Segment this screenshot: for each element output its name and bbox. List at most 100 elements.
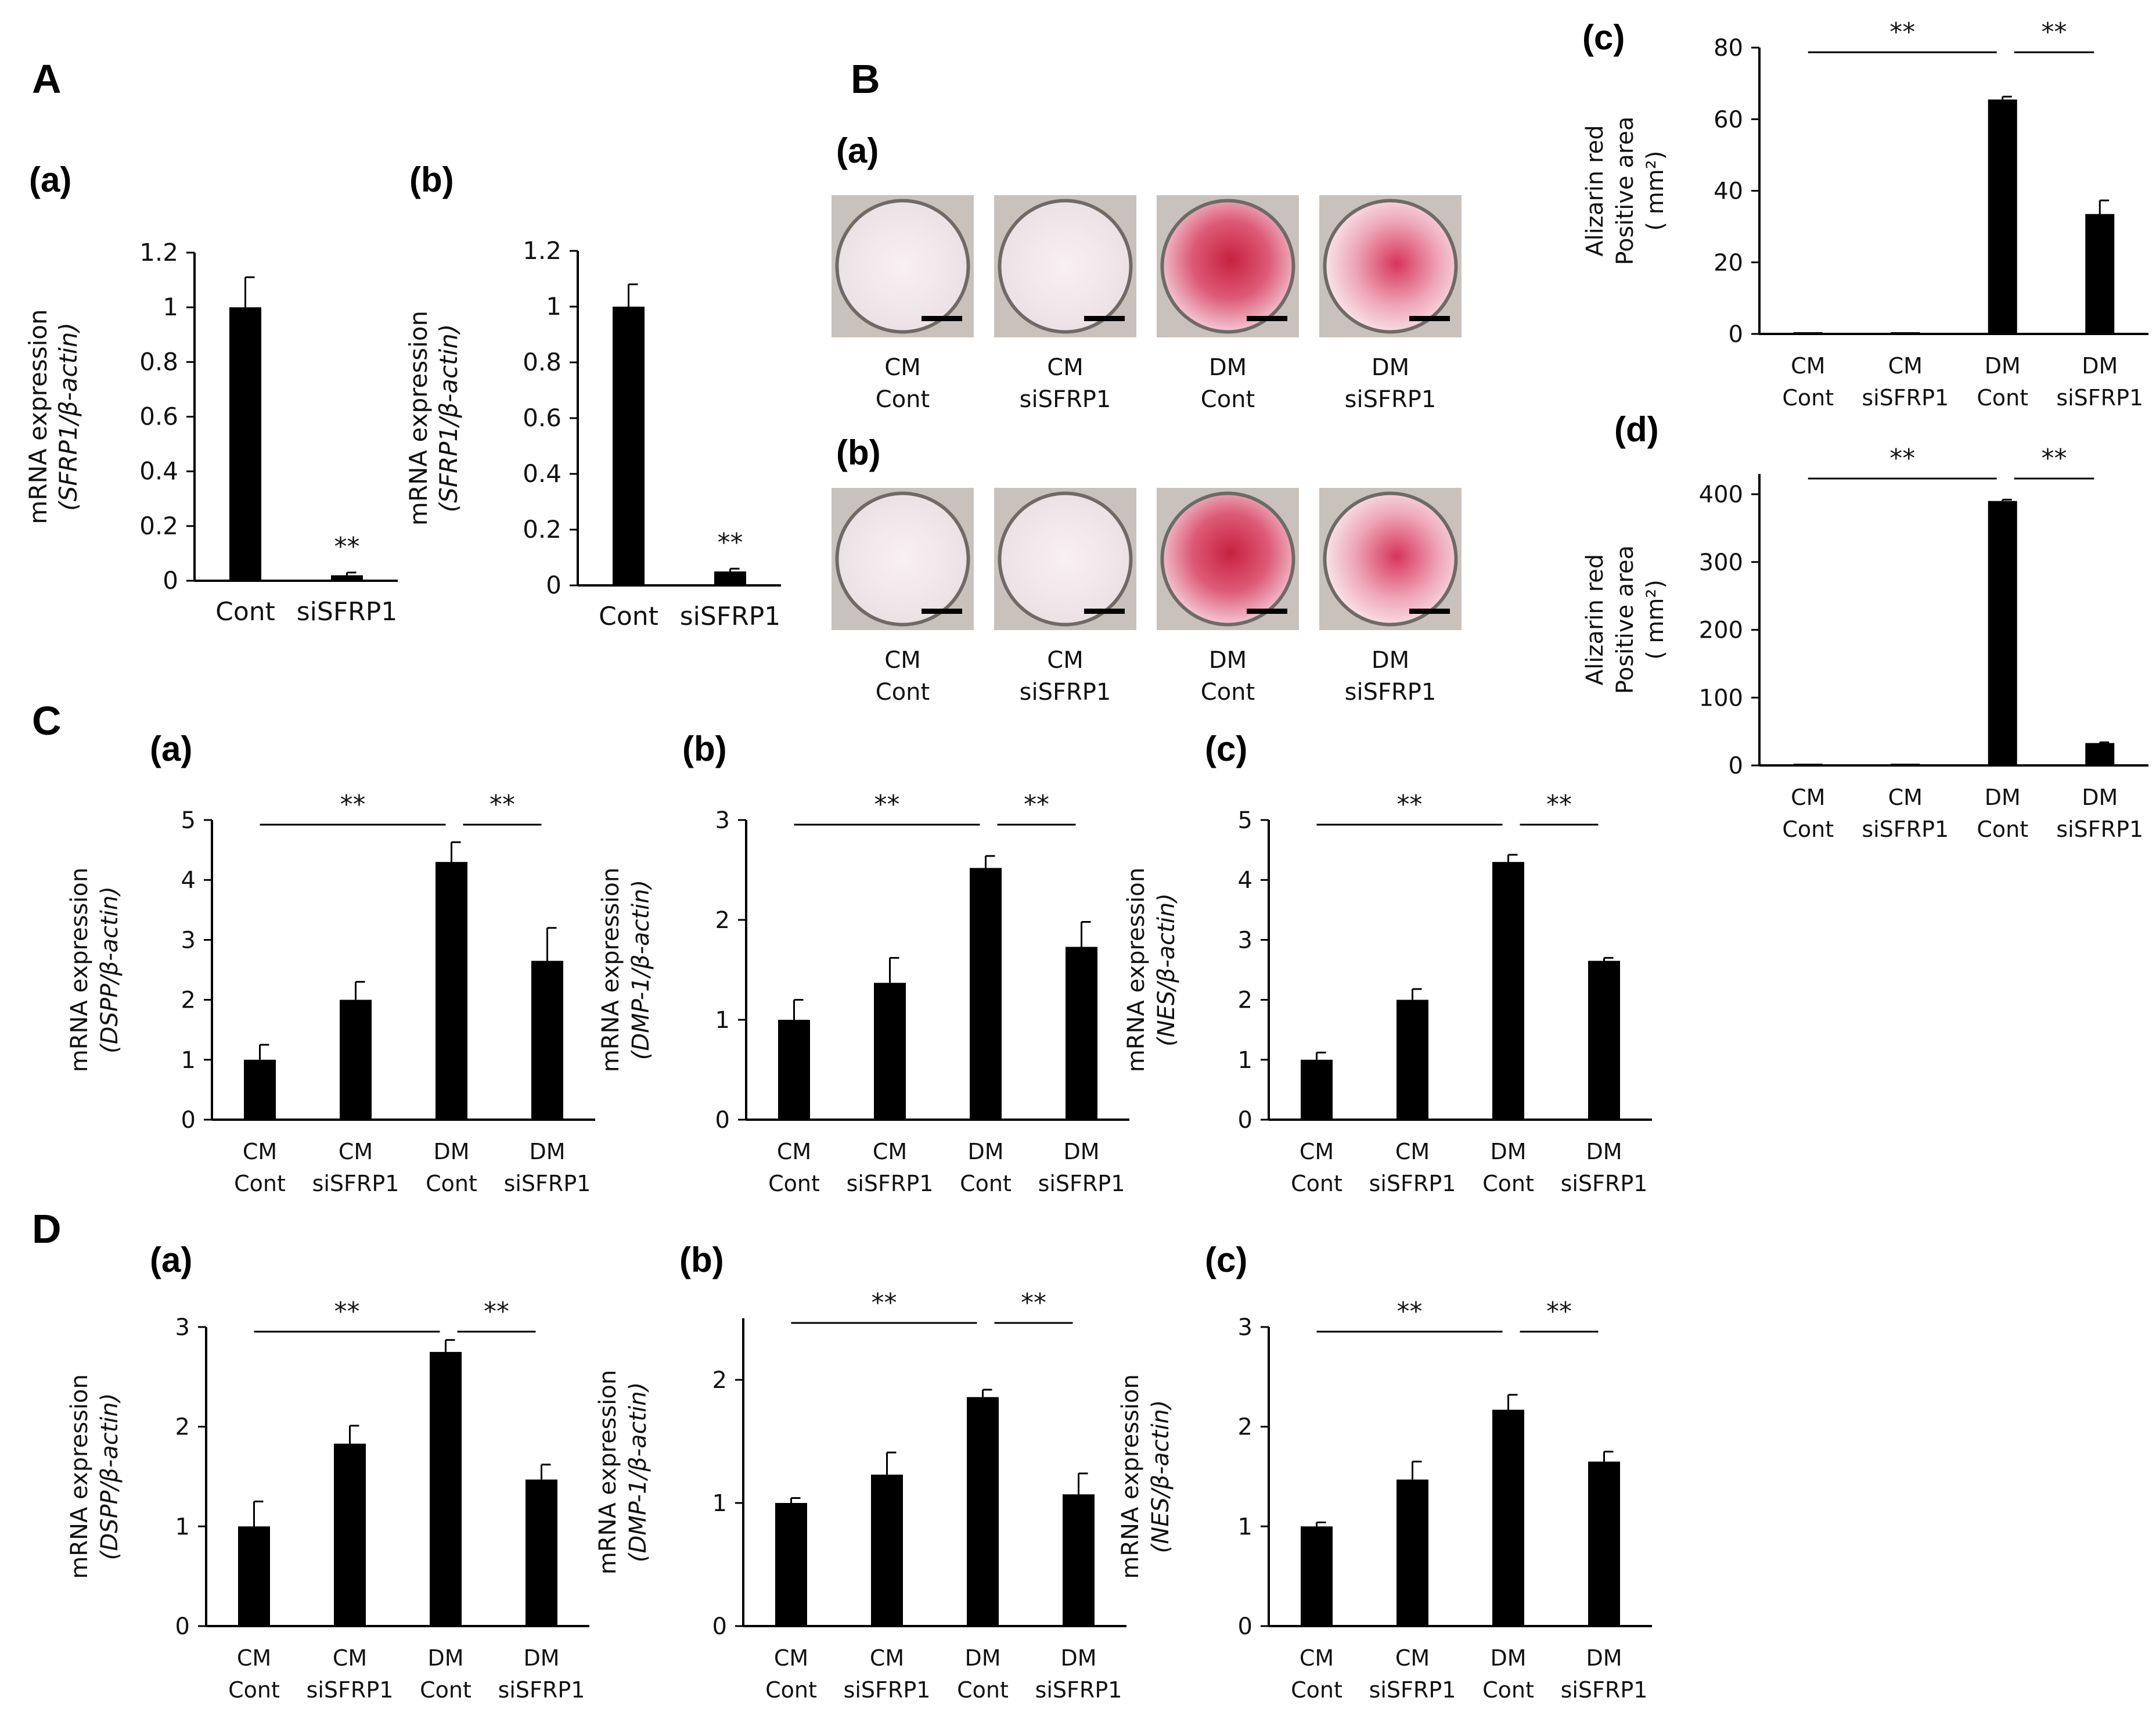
category-label: Cont bbox=[1977, 817, 2028, 842]
bracket-label: ** bbox=[2042, 17, 2067, 47]
bracket-label: ** bbox=[489, 790, 515, 819]
y-axis-label: (DMP-1/β-actin) bbox=[625, 1382, 652, 1562]
bar bbox=[1492, 1409, 1524, 1626]
chart-C_a: 0 1 2 3 4 5 CM Cont CM siSFRP1 DM Cont DM siSFRP1 ** **… bbox=[66, 790, 595, 1196]
category-label: CM bbox=[243, 1139, 277, 1164]
panel-letter-C: C bbox=[32, 698, 62, 743]
category-label: CM bbox=[1300, 1139, 1334, 1164]
y-tick-label: 0 bbox=[1729, 753, 1743, 779]
sub-letter-D_a: (a) bbox=[150, 1240, 192, 1279]
bar bbox=[340, 999, 372, 1120]
well-label-line1: DM bbox=[1372, 354, 1409, 381]
y-axis-label: (DSPP/β-actin) bbox=[96, 886, 123, 1053]
category-label: siSFRP1 bbox=[1035, 1677, 1122, 1703]
y-tick-label: 5 bbox=[181, 807, 196, 834]
category-label: Cont bbox=[768, 1171, 820, 1196]
bar bbox=[970, 868, 1002, 1120]
bar bbox=[778, 1020, 810, 1120]
sub-letter-A_b: (b) bbox=[409, 160, 454, 199]
bracket-label: ** bbox=[334, 1297, 360, 1326]
panel-letter-B: B bbox=[851, 56, 880, 102]
category-label: siSFRP1 bbox=[844, 1677, 931, 1703]
bar bbox=[1988, 501, 2017, 765]
y-tick-label: 0 bbox=[175, 1613, 190, 1640]
well-stain bbox=[1001, 202, 1129, 330]
bracket-label: ** bbox=[1889, 17, 1915, 47]
category-label: Cont bbox=[1482, 1171, 1534, 1196]
sub-letter-A_a: (a) bbox=[29, 160, 71, 199]
bar bbox=[525, 1479, 557, 1626]
bar bbox=[1396, 999, 1428, 1120]
y-axis-label: (SFRP1/β-actin) bbox=[54, 322, 82, 511]
bracket-label: ** bbox=[874, 790, 900, 819]
y-tick-label: 1 bbox=[715, 1007, 730, 1034]
y-tick-label: 20 bbox=[1714, 250, 1743, 276]
sub-letter-B_c: (c) bbox=[1582, 18, 1625, 57]
well-image-a-4 bbox=[1319, 195, 1462, 337]
bar bbox=[2085, 743, 2115, 765]
category-label: CM bbox=[1888, 353, 1923, 379]
y-tick-label: 1 bbox=[163, 293, 178, 321]
well-label-line2: siSFRP1 bbox=[1020, 386, 1111, 413]
panel-letter-A: A bbox=[32, 56, 62, 102]
category-label: CM bbox=[774, 1645, 808, 1671]
category-label: Cont bbox=[960, 1171, 1012, 1196]
y-axis-label: mRNA expression bbox=[1117, 1374, 1144, 1579]
bar bbox=[1891, 764, 1920, 765]
category-label: siSFRP1 bbox=[1369, 1171, 1456, 1196]
bar bbox=[430, 1351, 462, 1626]
category-label: Cont bbox=[765, 1677, 817, 1703]
chart-D_c: 0 1 2 3 CM Cont CM siSFRP1 DM Cont DM siSFRP1 ** ** mR… bbox=[1117, 1297, 1652, 1703]
well-stain bbox=[1001, 495, 1129, 623]
category-label: DM bbox=[523, 1645, 559, 1671]
category-label: DM bbox=[427, 1645, 463, 1671]
well-label-line2: Cont bbox=[1201, 679, 1255, 706]
panel-letter-D: D bbox=[32, 1206, 62, 1252]
bar bbox=[775, 1503, 807, 1626]
scale-bar bbox=[1247, 609, 1287, 614]
bracket-label: ** bbox=[1024, 790, 1049, 819]
well-stain bbox=[1326, 202, 1455, 330]
bracket-label: ** bbox=[1397, 1297, 1423, 1326]
y-tick-label: 3 bbox=[1238, 927, 1252, 954]
bracket-label: ** bbox=[1021, 1288, 1046, 1318]
significance-label: ** bbox=[334, 532, 360, 562]
y-tick-label: 1 bbox=[175, 1513, 190, 1540]
scale-bar bbox=[1247, 316, 1287, 321]
y-tick-label: 3 bbox=[715, 807, 730, 834]
bar bbox=[1301, 1526, 1333, 1626]
well-image-a-2 bbox=[994, 195, 1136, 337]
bracket-label: ** bbox=[2042, 444, 2067, 473]
sub-letter-D_b: (b) bbox=[679, 1240, 724, 1279]
well-image-a-1 bbox=[832, 195, 974, 337]
category-label: CM bbox=[1791, 353, 1825, 379]
bar bbox=[334, 1443, 366, 1626]
category-label: Cont bbox=[957, 1677, 1009, 1703]
category-label: DM bbox=[964, 1645, 1000, 1671]
y-tick-label: 3 bbox=[1238, 1314, 1252, 1341]
category-label: DM bbox=[1586, 1139, 1622, 1164]
bracket-label: ** bbox=[484, 1297, 509, 1326]
bar bbox=[1988, 99, 2017, 334]
category-label: DM bbox=[529, 1139, 565, 1164]
y-tick-label: 3 bbox=[175, 1314, 190, 1341]
y-tick-label: 1.2 bbox=[523, 236, 562, 265]
category-label: siSFRP1 bbox=[498, 1677, 585, 1703]
well-label-line2: siSFRP1 bbox=[1345, 386, 1437, 413]
bar bbox=[714, 571, 746, 585]
category-label: siSFRP1 bbox=[2056, 385, 2143, 411]
category-label: siSFRP1 bbox=[680, 602, 781, 631]
y-axis-label: mRNA expression bbox=[404, 311, 433, 526]
scale-bar bbox=[1084, 609, 1125, 614]
category-label: CM bbox=[1888, 785, 1923, 810]
category-label: DM bbox=[433, 1139, 469, 1164]
well-image-a-3 bbox=[1157, 195, 1299, 337]
bracket-label: ** bbox=[1546, 1297, 1572, 1326]
y-tick-label: 0 bbox=[1729, 321, 1743, 348]
category-label: DM bbox=[2082, 353, 2118, 379]
y-axis-label: ( mm²) bbox=[1642, 580, 1669, 660]
y-tick-label: 4 bbox=[181, 867, 196, 894]
category-label: siSFRP1 bbox=[1369, 1677, 1456, 1703]
y-axis-label: (DMP-1/β-actin) bbox=[628, 880, 654, 1060]
category-label: siSFRP1 bbox=[1862, 817, 1949, 842]
